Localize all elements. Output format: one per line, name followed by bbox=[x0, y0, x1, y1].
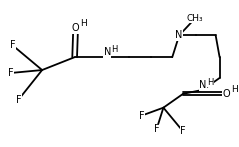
Text: F: F bbox=[16, 95, 21, 105]
Text: O: O bbox=[72, 23, 79, 33]
Text: N: N bbox=[175, 30, 183, 40]
Text: F: F bbox=[180, 126, 186, 136]
Text: H: H bbox=[231, 85, 238, 94]
Text: F: F bbox=[154, 125, 159, 135]
Text: H: H bbox=[81, 19, 87, 28]
Text: F: F bbox=[139, 111, 145, 121]
Text: H: H bbox=[207, 78, 213, 87]
Text: O: O bbox=[223, 89, 230, 99]
Text: F: F bbox=[10, 40, 15, 50]
Text: H: H bbox=[111, 45, 117, 54]
Text: F: F bbox=[8, 68, 13, 78]
Text: CH₃: CH₃ bbox=[187, 14, 203, 23]
Text: N: N bbox=[199, 80, 206, 90]
Text: N: N bbox=[103, 47, 111, 57]
